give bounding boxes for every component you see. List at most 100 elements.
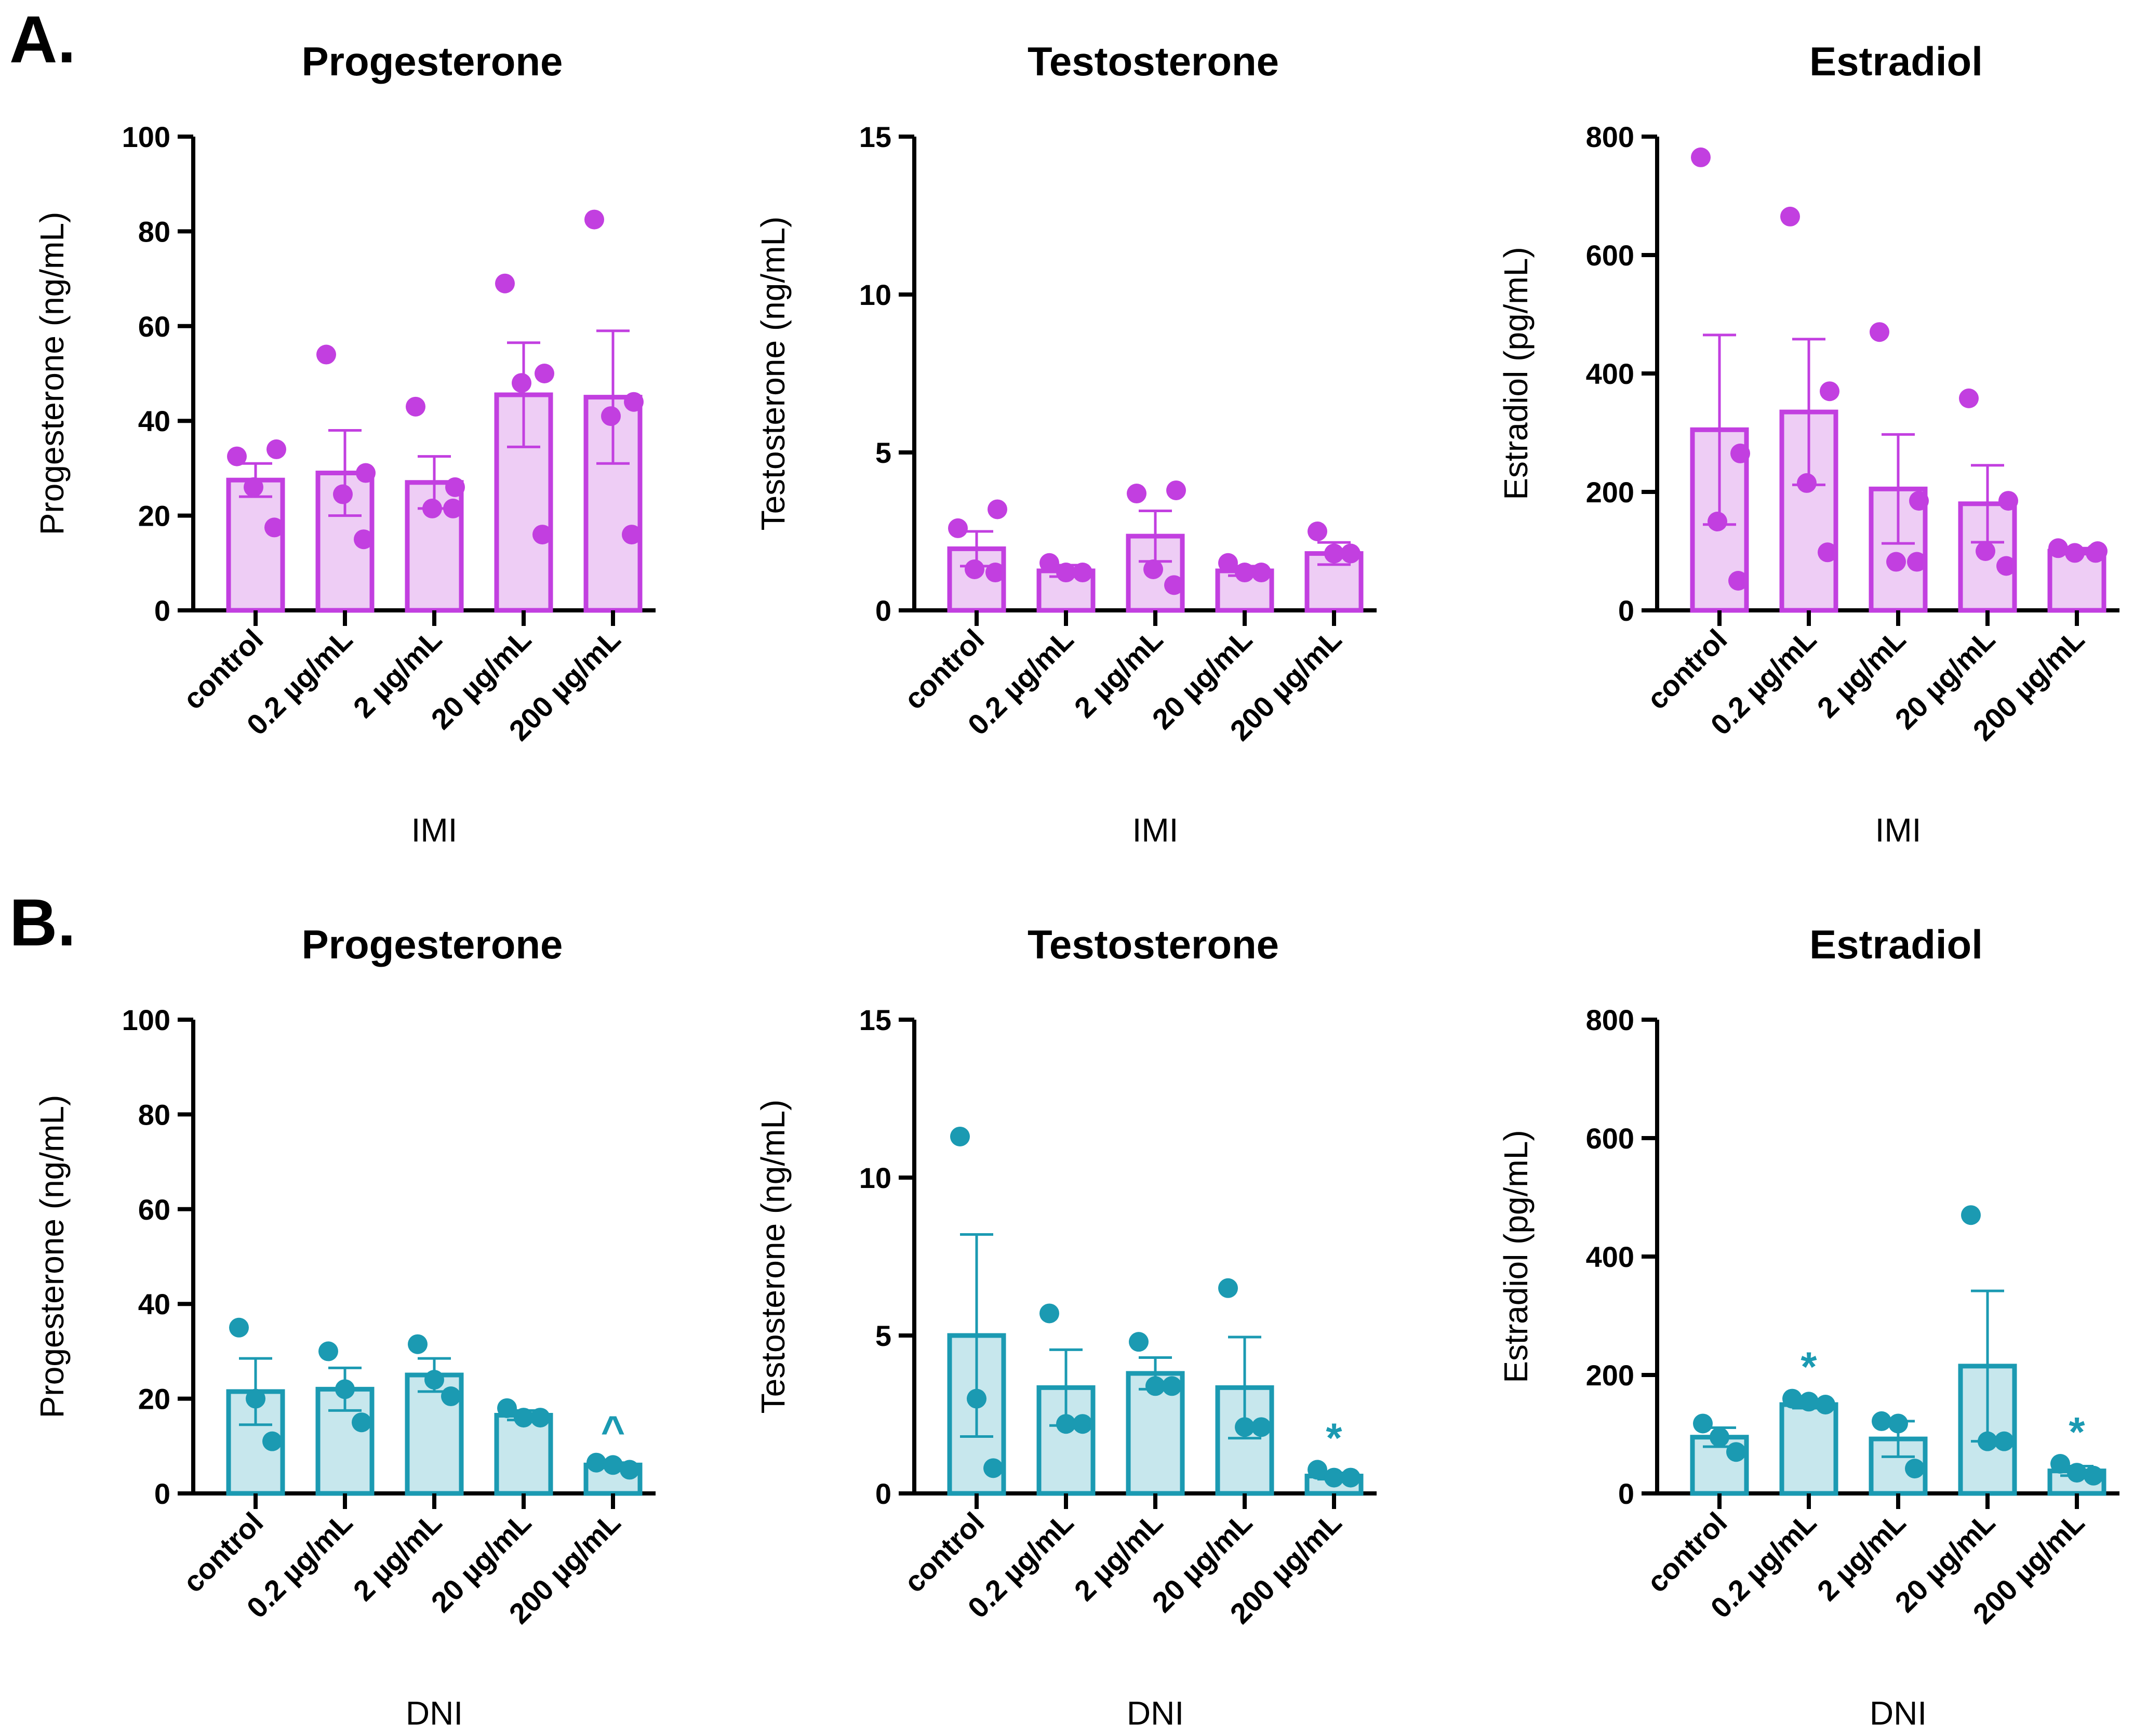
data-point <box>352 1412 371 1433</box>
x-tick-label: control <box>1641 623 1733 716</box>
data-point <box>422 498 442 518</box>
data-point <box>495 273 515 293</box>
data-point <box>1324 1467 1344 1488</box>
panel-label-b: B. <box>9 886 76 960</box>
data-point <box>1818 542 1837 563</box>
x-axis-label: IMI <box>1875 811 1922 849</box>
data-point <box>1816 1395 1835 1414</box>
data-point <box>620 1460 639 1480</box>
data-point <box>1251 1417 1271 1437</box>
y-tick-label: 80 <box>138 215 170 248</box>
data-point <box>424 1370 444 1390</box>
data-point <box>1961 1205 1981 1225</box>
y-tick-label: 400 <box>1586 357 1634 390</box>
significance-marker: * <box>2069 1409 2085 1455</box>
data-point <box>1341 543 1361 564</box>
y-tick-label: 600 <box>1586 239 1634 272</box>
y-axis-label: Estradiol (pg/mL) <box>1497 1130 1535 1383</box>
x-axis-label: IMI <box>411 811 458 849</box>
data-point <box>1726 1442 1746 1462</box>
data-point <box>535 364 554 383</box>
y-tick-label: 60 <box>138 1193 170 1226</box>
data-point <box>1820 381 1839 402</box>
chart-a-progesterone: Progesterone 0 20 40 60 80 100 Progesterone (ng… <box>33 38 656 849</box>
data-point <box>1907 552 1927 572</box>
data-point <box>1039 553 1059 573</box>
y-tick-label: 0 <box>875 1477 891 1510</box>
significance-marker: * <box>1326 1414 1342 1461</box>
data-point <box>1872 1411 1891 1431</box>
data-point <box>408 1334 428 1354</box>
chart-title: Progesterone <box>302 922 563 967</box>
data-point <box>624 392 644 412</box>
y-tick-label: 15 <box>859 121 891 153</box>
data-point <box>1959 388 1979 408</box>
bar-0 <box>226 477 285 613</box>
data-point <box>965 559 984 579</box>
y-tick-label: 600 <box>1586 1122 1634 1155</box>
y-tick-label: 100 <box>122 121 170 153</box>
data-point <box>1235 563 1255 583</box>
y-tick-label: 0 <box>875 594 891 627</box>
y-tick-label: 20 <box>138 500 170 532</box>
y-axis-label: Testosterone (ng/mL) <box>754 217 792 531</box>
data-point <box>584 209 604 230</box>
y-tick-label: 10 <box>859 278 891 311</box>
y-axis-label: Progesterone (ng/mL) <box>33 1095 71 1419</box>
data-point <box>1164 575 1184 595</box>
chart-title: Testosterone <box>1028 922 1279 967</box>
significance-marker: * <box>1801 1344 1817 1390</box>
x-tick-label: control <box>177 1506 270 1599</box>
data-point <box>1870 322 1889 342</box>
data-point <box>603 1455 623 1475</box>
y-tick-label: 40 <box>138 1288 170 1320</box>
data-point <box>2065 543 2085 563</box>
data-point <box>1324 543 1344 564</box>
y-tick-label: 800 <box>1586 1004 1634 1036</box>
data-point <box>1693 1413 1713 1434</box>
data-point <box>2050 1454 2070 1474</box>
data-point <box>1886 552 1906 572</box>
chart-title: Progesterone <box>302 38 563 84</box>
data-point <box>1780 206 1800 226</box>
data-point <box>1073 563 1092 583</box>
data-point <box>2067 1463 2087 1483</box>
data-point <box>1145 1376 1165 1396</box>
significance-marker: ^ <box>601 1408 625 1454</box>
data-point <box>1978 1431 1997 1451</box>
data-point <box>244 477 263 497</box>
chart-b-testosterone: Testosterone 0 5 10 15 Testosterone (ng/mL) co… <box>754 922 1377 1732</box>
data-point <box>1782 1388 1802 1409</box>
data-point <box>356 463 376 483</box>
data-point <box>1039 1303 1059 1324</box>
data-point <box>983 1458 1003 1478</box>
chart-a-estradiol: Estradiol 0 200 400 600 800 Estradiol (pg/mL) c… <box>1497 38 2119 849</box>
y-tick-label: 80 <box>138 1098 170 1131</box>
y-tick-label: 800 <box>1586 121 1634 153</box>
data-point <box>1218 1278 1238 1298</box>
data-point <box>1056 1414 1076 1434</box>
data-point <box>1730 443 1750 463</box>
data-point <box>1905 1459 1925 1479</box>
data-point <box>2086 543 2105 563</box>
data-point <box>266 439 286 459</box>
x-axis-label: DNI <box>1870 1694 1927 1732</box>
y-tick-label: 60 <box>138 310 170 343</box>
y-tick-label: 0 <box>1618 1477 1634 1510</box>
data-point <box>988 499 1007 519</box>
data-point <box>1143 559 1163 579</box>
x-axis-label: IMI <box>1132 811 1179 849</box>
data-point <box>530 1408 550 1428</box>
y-axis-label: Estradiol (pg/mL) <box>1497 247 1535 500</box>
data-point <box>497 1398 517 1418</box>
data-point <box>512 373 531 393</box>
data-point <box>586 1452 606 1473</box>
data-point <box>1073 1414 1092 1434</box>
y-axis-label: Progesterone (ng/mL) <box>33 212 71 536</box>
data-point <box>985 563 1005 583</box>
y-tick-label: 10 <box>859 1161 891 1194</box>
y-tick-label: 100 <box>122 1004 170 1036</box>
data-point <box>441 1386 461 1407</box>
